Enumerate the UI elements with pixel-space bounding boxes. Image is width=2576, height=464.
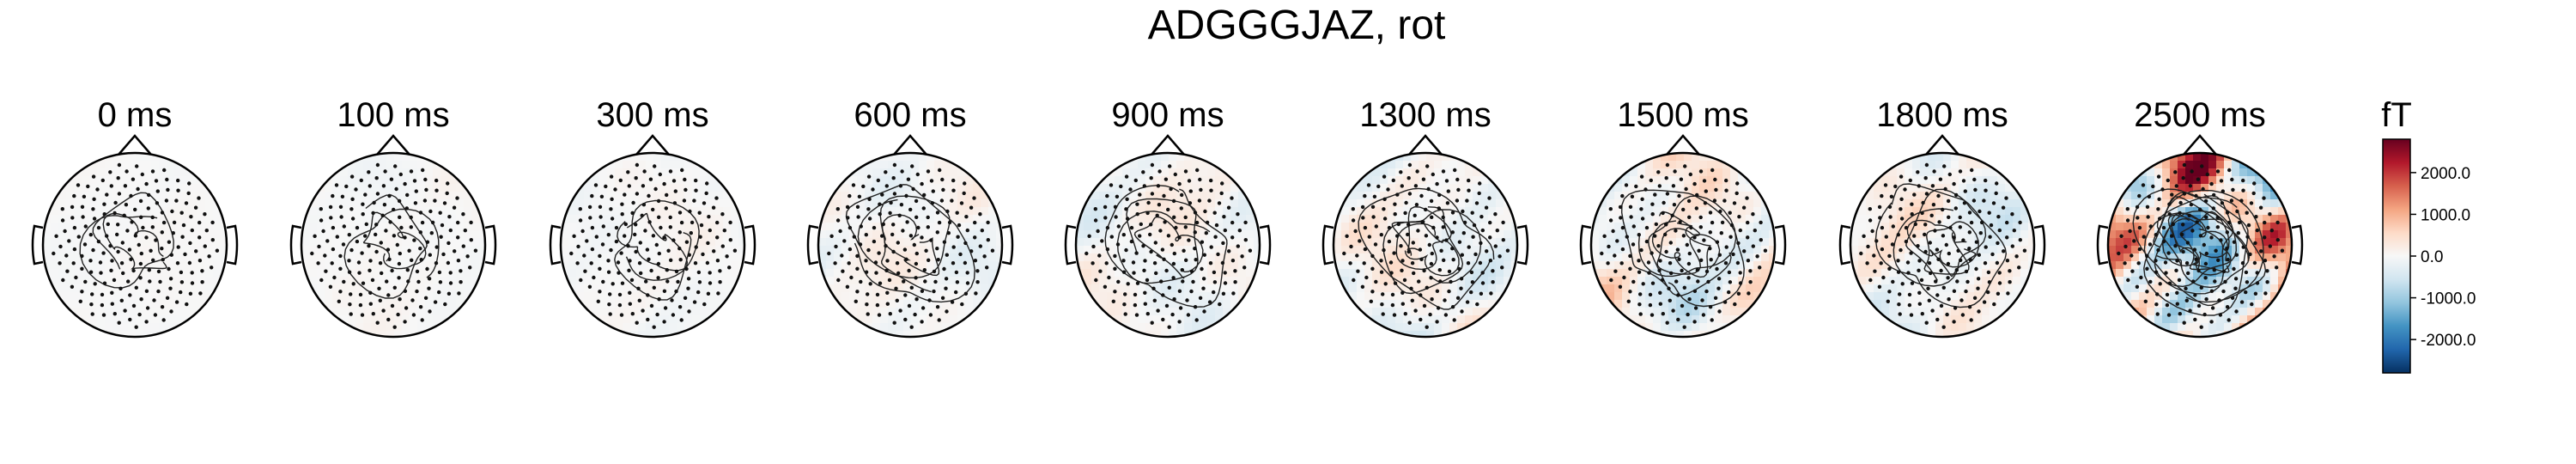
head-outline (41, 151, 228, 339)
topomap-field (1850, 153, 2034, 337)
sensor-dots (310, 162, 478, 329)
topomap-contours (845, 184, 975, 303)
head-outline (300, 151, 487, 339)
sensor-dots (1342, 162, 1510, 329)
left-ear-icon (549, 224, 562, 266)
nose-icon (1925, 134, 1959, 156)
figure-title: ADGGGJAZ, rot (1148, 3, 1446, 48)
sensor-dots (827, 162, 995, 329)
nose-icon (1408, 134, 1443, 156)
topomap-panel: 1500 ms (1579, 96, 1787, 339)
topomap-panel: 600 ms (806, 96, 1014, 339)
topomap-panel: 900 ms (1064, 96, 1272, 339)
topomap-title: 1800 ms (1876, 96, 2008, 134)
right-ear-icon (2033, 224, 2046, 266)
topomap-panel: 300 ms (549, 96, 756, 339)
right-ear-icon (2291, 224, 2304, 266)
topomap-title: 1300 ms (1359, 96, 1491, 134)
topomap-panel: 2500 ms (2096, 96, 2304, 339)
topomap-contours (343, 194, 440, 299)
right-ear-icon (1774, 224, 1787, 266)
right-ear-icon (484, 224, 497, 266)
topomap-title: 900 ms (1111, 96, 1224, 134)
topomap-title: 0 ms (98, 96, 173, 134)
nose-icon (118, 134, 152, 156)
left-ear-icon (1838, 224, 1851, 266)
topomap-panel: 100 ms (289, 96, 497, 339)
right-ear-icon (1001, 224, 1014, 266)
nose-icon (893, 134, 927, 156)
colorbar-unit-label: fT (2381, 96, 2412, 134)
left-ear-icon (1579, 224, 1592, 266)
left-ear-icon (1064, 224, 1077, 266)
topomap-panel: 1300 ms (1321, 96, 1529, 339)
left-ear-icon (31, 224, 44, 266)
right-ear-icon (1516, 224, 1529, 266)
right-ear-icon (744, 224, 756, 266)
sensor-dots (52, 162, 220, 329)
head-outline (1849, 151, 2036, 339)
head-outline (1074, 151, 1261, 339)
colorbar: fT 2000.0 1000.0 0.0 -1000.0 -2000.0 (2381, 96, 2476, 374)
nose-icon (1151, 134, 1185, 156)
left-ear-icon (806, 224, 819, 266)
topomap-title: 300 ms (596, 96, 708, 134)
left-ear-icon (1321, 224, 1334, 266)
right-ear-icon (1259, 224, 1272, 266)
topomap-panels: 0 ms 100 ms 300 ms 600 ms 900 ms 1300 ms 1500 … (31, 96, 2304, 339)
left-ear-icon (289, 224, 302, 266)
topomap-title: 100 ms (337, 96, 449, 134)
topomap-panel: 0 ms (31, 96, 239, 339)
colorbar-tick-label: 2000.0 (2421, 165, 2470, 183)
topomap-title: 2500 ms (2134, 96, 2265, 134)
colorbar-tick-label: -2000.0 (2421, 332, 2476, 350)
head-outline (1589, 151, 1777, 339)
sensor-dots (1859, 162, 2027, 329)
topomap-title: 600 ms (854, 96, 966, 134)
topomap-title: 1500 ms (1617, 96, 1748, 134)
head-outline (2106, 151, 2293, 339)
colorbar-tick-label: 1000.0 (2421, 206, 2470, 224)
sensor-dots (569, 162, 738, 329)
right-ear-icon (226, 224, 239, 266)
nose-icon (376, 134, 410, 156)
sensor-dots (1084, 162, 1253, 329)
head-outline (559, 151, 746, 339)
sensor-dots (2117, 162, 2285, 329)
colorbar-tick-label: -1000.0 (2421, 290, 2476, 308)
topomap-panel: 1800 ms (1838, 96, 2046, 339)
left-ear-icon (2096, 224, 2109, 266)
nose-icon (635, 134, 670, 156)
head-outline (1332, 151, 1519, 339)
colorbar-gradient (2382, 138, 2411, 374)
colorbar-tick-label: 0.0 (2421, 248, 2443, 266)
nose-icon (1666, 134, 1700, 156)
head-outline (817, 151, 1004, 339)
nose-icon (2183, 134, 2217, 156)
sensor-dots (1600, 162, 1768, 329)
